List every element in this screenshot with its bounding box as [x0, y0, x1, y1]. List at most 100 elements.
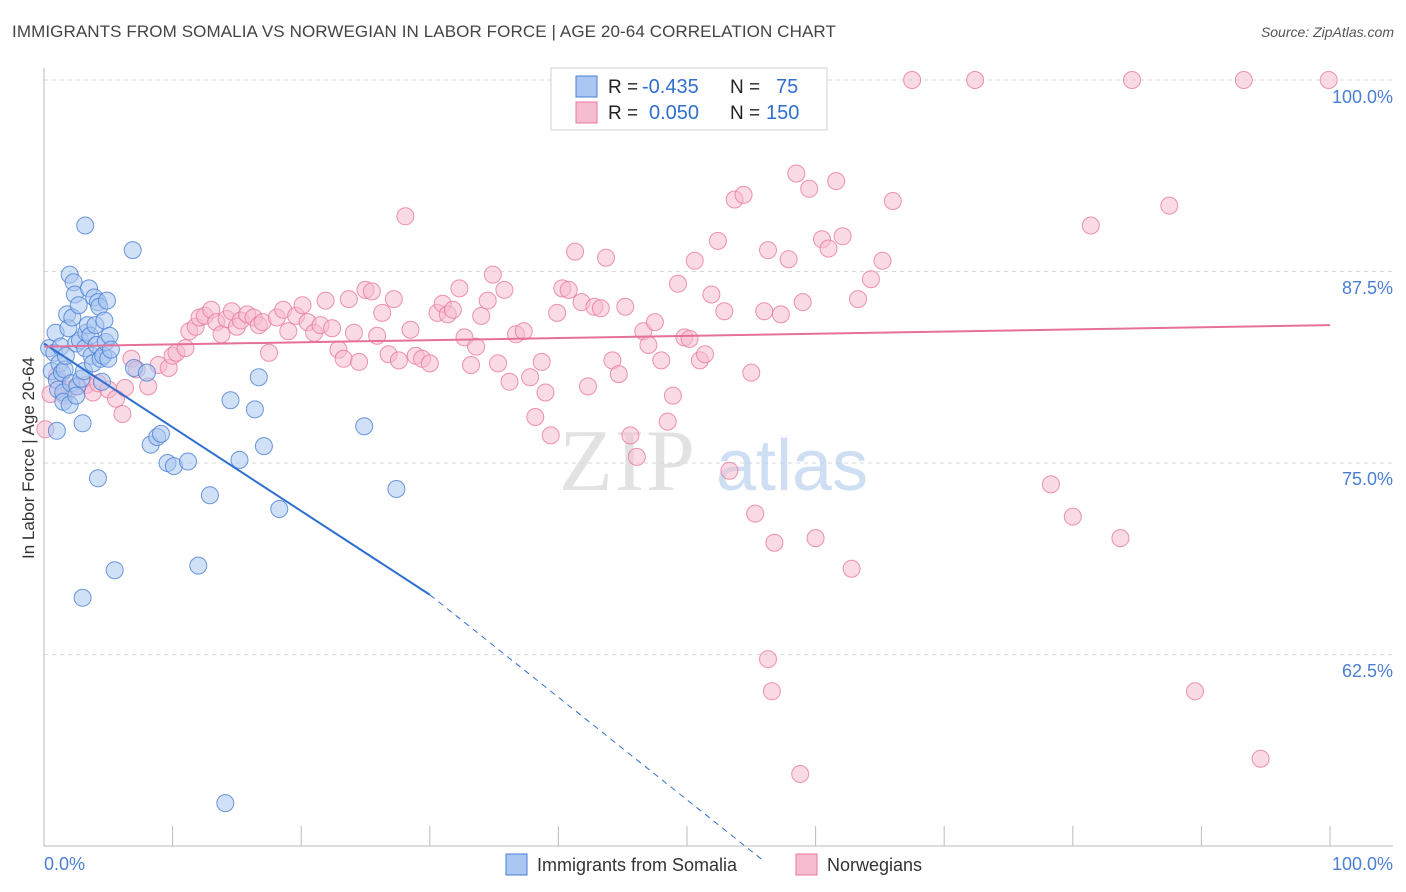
norwegian-point: [663, 386, 682, 405]
norwegian-point: [176, 339, 195, 358]
norwegian-point: [759, 650, 777, 669]
somalia-point: [137, 363, 156, 382]
norwegian-point: [627, 447, 646, 466]
norwegian-point: [609, 365, 628, 384]
somalia-point: [254, 437, 273, 456]
norwegian-point: [344, 323, 363, 342]
norwegian-point: [1251, 749, 1270, 768]
trend-lines: [43, 324, 1331, 862]
norwegian-point: [373, 303, 392, 322]
norwegian-point: [597, 248, 615, 267]
somalia-point: [101, 340, 120, 359]
somalia-point: [216, 794, 235, 813]
somalia-point: [179, 452, 197, 471]
legend-r-value-blue: -0.435: [642, 76, 699, 98]
norwegian-point: [669, 274, 687, 293]
somalia-point: [69, 296, 88, 315]
somalia-point: [123, 241, 142, 260]
norwegian-point: [541, 426, 560, 445]
source-label: Source: ZipAtlas.com: [1260, 24, 1394, 40]
norwegian-point: [779, 250, 798, 269]
norwegian-point: [791, 765, 810, 783]
norwegian-point: [396, 207, 415, 226]
norwegian-point: [903, 71, 922, 89]
norwegian-point: [401, 320, 420, 339]
somalia-point: [387, 480, 406, 498]
legend-n-value-blue: 75: [776, 76, 798, 98]
somalia-point: [73, 414, 92, 433]
y-tick-label: 100.0%: [1332, 87, 1393, 107]
norwegian-point: [755, 302, 774, 321]
norwegian-point: [849, 290, 867, 309]
legend-r-value-pink: 0.050: [649, 102, 699, 124]
norwegian-point: [787, 164, 806, 183]
norwegian-point: [495, 280, 514, 299]
somalia-point: [47, 421, 66, 440]
somalia-point: [76, 216, 95, 235]
norwegian-point: [1186, 682, 1204, 701]
norwegian-point: [489, 354, 507, 373]
norwegian-point: [420, 354, 439, 373]
norwegian-point: [833, 227, 852, 246]
chart-title: IMMIGRANTS FROM SOMALIA VS NORWEGIAN IN …: [12, 22, 836, 41]
bottom-legend-swatch-blue: [505, 853, 528, 876]
norwegian-point: [680, 329, 699, 348]
norwegian-point: [566, 242, 585, 261]
norwegian-point: [827, 172, 846, 191]
norwegian-point: [708, 231, 727, 250]
legend-swatch-blue: [575, 75, 598, 98]
legend-r-label: R =: [608, 103, 638, 124]
norwegian-point: [362, 282, 381, 301]
somalia-trend-extension: [429, 594, 765, 862]
grid: [44, 79, 1393, 655]
axes: [43, 68, 1393, 847]
norwegian-point: [462, 356, 480, 374]
somalia-trend-line: [43, 342, 431, 596]
watermark: ZIP atlas: [559, 413, 868, 510]
norwegian-point: [658, 412, 677, 431]
norwegian-point: [1081, 216, 1100, 235]
stats-legend: R = -0.435 N = 75 R = 0.050 N = 150: [550, 67, 828, 131]
watermark-atlas: atlas: [716, 426, 868, 506]
somalia-point: [355, 417, 374, 436]
norwegian-point: [702, 285, 721, 304]
norwegian-point: [759, 241, 777, 260]
norwegian-point: [616, 297, 635, 316]
norwegian-point: [1041, 475, 1060, 494]
bottom-legend-label-norwegians: Norwegians: [827, 855, 922, 875]
norwegian-point: [279, 322, 298, 341]
somalia-point: [98, 291, 116, 310]
norwegian-point: [323, 319, 342, 338]
norwegian-point: [1319, 71, 1338, 89]
norwegian-point: [1111, 529, 1130, 548]
norwegian-point: [771, 305, 790, 324]
series-norwegians: [36, 71, 1338, 783]
norwegian-trend-line: [43, 324, 1331, 348]
norwegian-point: [443, 300, 462, 319]
norwegian-point: [765, 533, 784, 552]
norwegian-point: [521, 368, 540, 387]
norwegian-point: [715, 302, 734, 321]
somalia-point: [245, 400, 264, 419]
bottom-legend-swatch-pink: [795, 853, 818, 876]
norwegian-point: [500, 372, 519, 391]
norwegian-point: [478, 291, 497, 310]
legend-n-label: N =: [730, 103, 760, 124]
norwegian-point: [591, 299, 610, 318]
norwegian-point: [212, 325, 231, 344]
somalia-point: [95, 311, 114, 330]
norwegian-point: [685, 251, 704, 270]
norwegian-point: [514, 322, 533, 341]
y-tick-label: 62.5%: [1342, 661, 1393, 681]
norwegian-point: [116, 378, 134, 397]
somalia-point: [221, 391, 240, 410]
norwegian-point: [621, 426, 640, 445]
x-tick-label: 100.0%: [1332, 854, 1393, 874]
norwegian-point: [806, 529, 825, 548]
norwegian-point: [652, 351, 671, 370]
somalia-point: [270, 500, 289, 518]
norwegian-point: [526, 408, 545, 426]
norwegian-point: [819, 239, 838, 258]
norwegian-point: [966, 71, 985, 89]
series-legend: Immigrants from Somalia Norwegians: [505, 853, 922, 876]
